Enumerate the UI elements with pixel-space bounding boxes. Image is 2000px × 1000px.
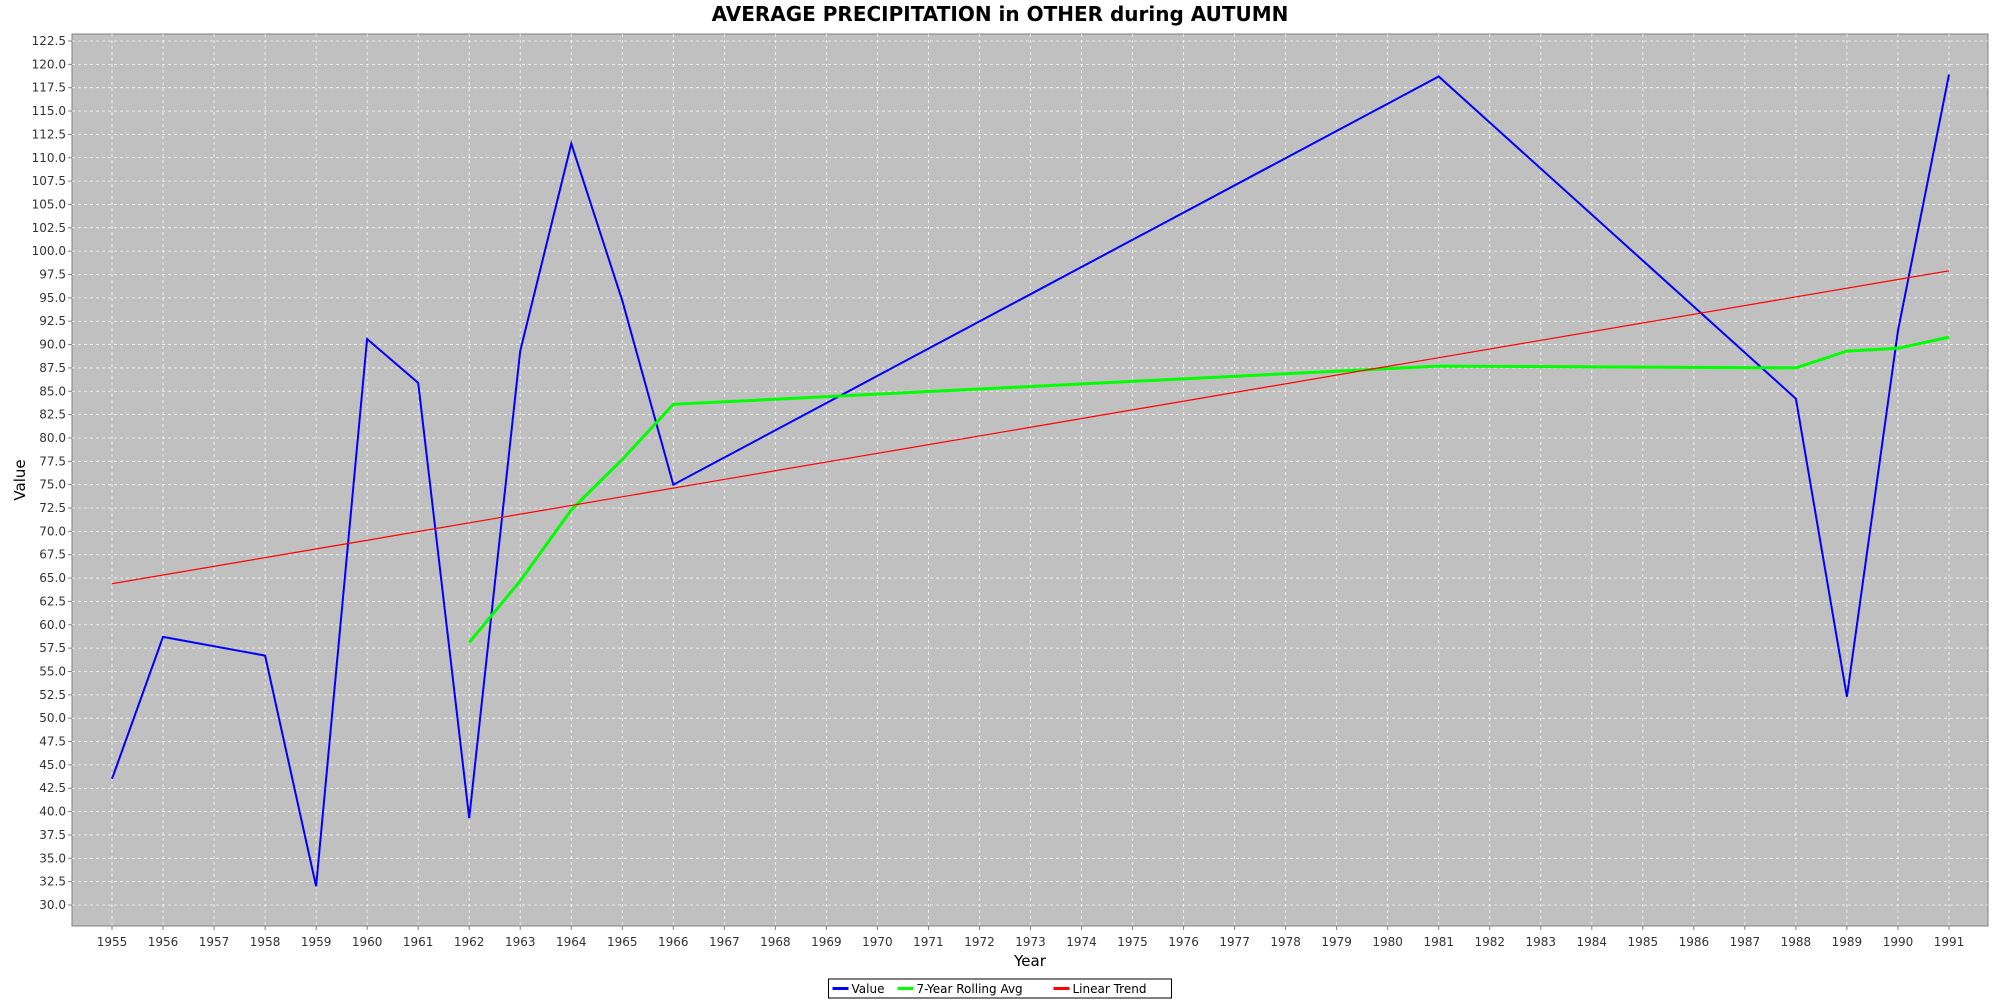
x-tick-label: 1972 [964, 935, 995, 949]
legend-label-2: Linear Trend [1073, 982, 1147, 996]
y-tick-label: 42.5 [39, 781, 66, 795]
y-tick-label: 80.0 [39, 431, 66, 445]
y-tick-label: 117.5 [32, 81, 66, 95]
x-tick-label: 1969 [811, 935, 842, 949]
legend-label-0: Value [852, 982, 885, 996]
y-tick-label: 77.5 [39, 454, 66, 468]
y-tick-label: 95.0 [39, 291, 66, 305]
y-tick-label: 97.5 [39, 268, 66, 282]
y-tick-label: 75.0 [39, 478, 66, 492]
x-tick-label: 1987 [1730, 935, 1761, 949]
y-tick-label: 65.0 [39, 571, 66, 585]
y-tick-label: 85.0 [39, 384, 66, 398]
y-tick-label: 52.5 [39, 688, 66, 702]
grid-lines [72, 34, 1988, 926]
y-tick-label: 30.0 [39, 898, 66, 912]
x-tick-label: 1970 [862, 935, 893, 949]
y-tick-label: 55.0 [39, 664, 66, 678]
x-tick-label: 1975 [1117, 935, 1148, 949]
y-tick-label: 110.0 [32, 151, 66, 165]
y-tick-label: 102.5 [32, 221, 66, 235]
x-tick-label: 1982 [1474, 935, 1505, 949]
y-tick-label: 47.5 [39, 735, 66, 749]
x-tick-label: 1973 [1015, 935, 1046, 949]
legend-label-1: 7-Year Rolling Avg [917, 982, 1023, 996]
x-tick-label: 1974 [1066, 935, 1097, 949]
x-tick-label: 1962 [454, 935, 485, 949]
legend-box [828, 978, 1172, 999]
x-tick-label: 1978 [1270, 935, 1301, 949]
x-tick-label: 1961 [403, 935, 434, 949]
y-tick-label: 122.5 [32, 34, 66, 48]
y-tick-label: 62.5 [39, 594, 66, 608]
plot-area [71, 33, 1989, 927]
y-tick-label: 37.5 [39, 828, 66, 842]
y-tick-label: 92.5 [39, 314, 66, 328]
x-tick-label: 1965 [607, 935, 638, 949]
y-tick-label: 115.0 [32, 104, 66, 118]
y-tick-label: 105.0 [32, 197, 66, 211]
y-tick-label: 112.5 [32, 127, 66, 141]
x-tick-label: 1955 [97, 935, 128, 949]
x-tick-label: 1958 [250, 935, 281, 949]
series-line-1 [468, 335, 1950, 644]
x-tick-label: 1956 [148, 935, 179, 949]
y-tick-label: 50.0 [39, 711, 66, 725]
x-tick-label: 1984 [1577, 935, 1608, 949]
x-tick-label: 1968 [760, 935, 791, 949]
x-tick-label: 1989 [1832, 935, 1863, 949]
x-tick-label: 1967 [709, 935, 740, 949]
y-tick-label: 60.0 [39, 618, 66, 632]
y-tick-label: 100.0 [32, 244, 66, 258]
x-tick-label: 1957 [199, 935, 230, 949]
x-tick-label: 1960 [352, 935, 383, 949]
y-axis-label: Value [11, 459, 29, 500]
y-tick-label: 82.5 [39, 408, 66, 422]
x-axis-ticks: 1955 1956 1957 1958 1959 1960 1961 1962 1963 1964… [97, 926, 1965, 949]
x-tick-label: 1976 [1168, 935, 1199, 949]
series-line-2 [111, 270, 1950, 585]
x-tick-label: 1980 [1372, 935, 1403, 949]
chart-title: AVERAGE PRECIPITATION in OTHER during AU… [712, 2, 1289, 26]
x-tick-label: 1988 [1781, 935, 1812, 949]
legend: Value 7-Year Rolling Avg Linear Trend [828, 978, 1172, 999]
x-tick-label: 1986 [1679, 935, 1710, 949]
series-line-0 [111, 74, 1950, 887]
x-tick-label: 1981 [1423, 935, 1454, 949]
x-tick-label: 1979 [1321, 935, 1352, 949]
y-tick-label: 32.5 [39, 875, 66, 889]
series-layer [111, 74, 1950, 887]
x-tick-label: 1959 [301, 935, 332, 949]
y-tick-label: 67.5 [39, 548, 66, 562]
x-tick-label: 1966 [658, 935, 689, 949]
y-tick-label: 120.0 [32, 57, 66, 71]
y-tick-label: 57.5 [39, 641, 66, 655]
x-tick-label: 1964 [556, 935, 587, 949]
y-tick-label: 107.5 [32, 174, 66, 188]
y-tick-label: 45.0 [39, 758, 66, 772]
x-tick-label: 1971 [913, 935, 944, 949]
y-axis-ticks: 30.0 32.5 35.0 37.5 40.0 42.5 45.0 47.5 50.0 52.5… [32, 34, 72, 912]
x-tick-label: 1983 [1526, 935, 1557, 949]
y-tick-label: 87.5 [39, 361, 66, 375]
y-tick-label: 35.0 [39, 851, 66, 865]
y-tick-label: 72.5 [39, 501, 66, 515]
x-axis-label: Year [1013, 952, 1047, 970]
x-tick-label: 1963 [505, 935, 536, 949]
x-tick-label: 1990 [1883, 935, 1914, 949]
y-tick-label: 90.0 [39, 338, 66, 352]
y-tick-label: 40.0 [39, 805, 66, 819]
x-tick-label: 1977 [1219, 935, 1250, 949]
x-tick-label: 1991 [1934, 935, 1965, 949]
y-tick-label: 70.0 [39, 524, 66, 538]
x-tick-label: 1985 [1628, 935, 1659, 949]
